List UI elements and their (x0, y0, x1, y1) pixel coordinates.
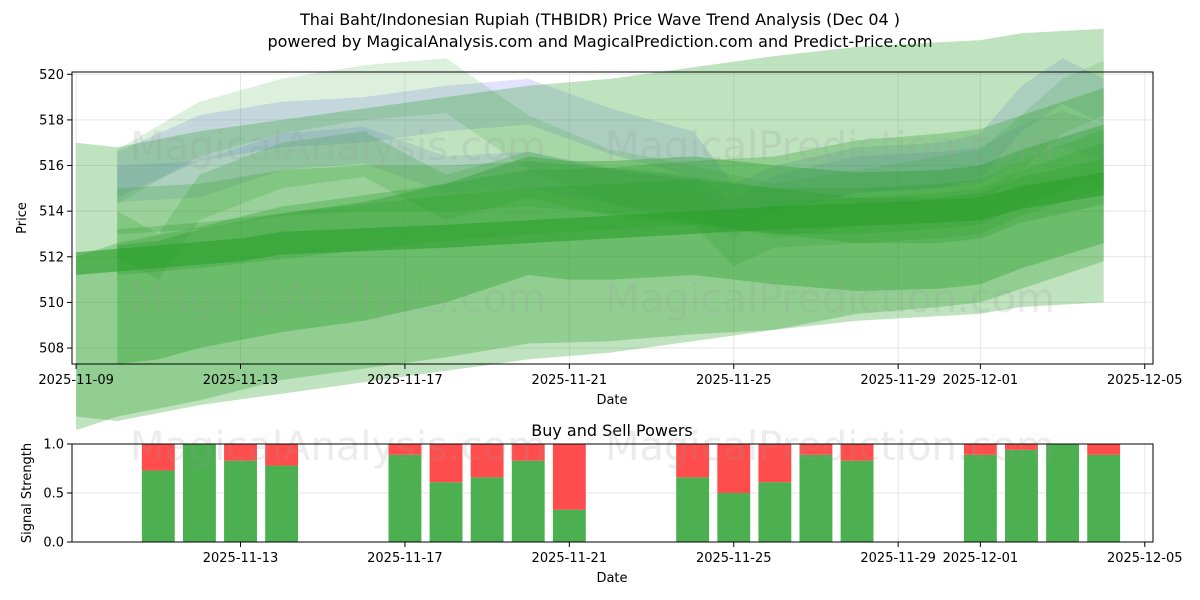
buy-bar (717, 493, 751, 542)
buy-bar (182, 444, 216, 542)
buy-bar (224, 460, 257, 542)
sell-bar (717, 444, 751, 493)
signal-chart-ticks: 2025-11-13 2025-11-17 2025-11-21 2025-11-25… (43, 438, 1182, 567)
buy-bar (141, 470, 175, 542)
signal-y-tick-label: 1.0 (43, 438, 64, 453)
price-chart-frame (71, 71, 1154, 365)
buy-bar (840, 460, 874, 542)
buy-bar (758, 482, 792, 542)
price-wave-band-2 (117, 110, 1104, 239)
buy-bar (552, 509, 586, 542)
price-x-tick-label: 2025-12-05 (1107, 373, 1183, 388)
sell-bar (429, 444, 463, 483)
chart-title-line2: powered by MagicalAnalysis.com and Magic… (267, 32, 932, 51)
signal-x-tick-label: 2025-11-29 (860, 551, 936, 566)
sell-bar (141, 444, 175, 471)
signal-y-axis-label: Signal Strength (20, 443, 35, 543)
price-chart-ticks: 2025-11-09 2025-11-13 2025-11-17 2025-11-21… (38, 68, 1182, 388)
signal-x-tick-label: 2025-12-05 (1107, 551, 1183, 566)
buy-bar (265, 465, 299, 542)
signal-chart-title: Buy and Sell Powers (531, 421, 693, 440)
buy-bar (1005, 449, 1038, 542)
buy-bar (470, 477, 504, 542)
watermark-analysis-mid: MagicalAnalysis.com (130, 276, 546, 322)
sell-bar (224, 444, 257, 461)
sell-bar (963, 444, 997, 455)
sell-bar (470, 444, 504, 478)
sell-bar (840, 444, 874, 461)
price-y-tick-label: 516 (39, 159, 64, 174)
price-wave-bands (76, 28, 1104, 431)
sell-bar (511, 444, 545, 461)
watermark-prediction-top: MagicalPrediction.com (605, 124, 1055, 170)
watermark-prediction-bottom: MagicalPrediction.com (605, 424, 1055, 470)
signal-x-tick-label: 2025-11-17 (367, 551, 443, 566)
signal-y-tick-label: 0.5 (43, 487, 64, 502)
price-y-tick-label: 520 (39, 68, 64, 83)
price-wave-band-3 (117, 58, 1104, 239)
price-wave-band-4 (117, 131, 1104, 280)
sell-bar (758, 444, 792, 483)
price-y-tick-label: 508 (39, 342, 64, 357)
signal-x-tick-label: 2025-12-01 (943, 551, 1019, 566)
buy-bar (799, 454, 833, 542)
price-wave-band-1 (117, 58, 1104, 230)
watermark-prediction-mid: MagicalPrediction.com (605, 276, 1055, 322)
signal-x-tick-label: 2025-11-21 (532, 551, 608, 566)
signal-watermarks: MagicalAnalysis.com MagicalPrediction.co… (130, 424, 1055, 470)
price-y-axis-label: Price (15, 202, 30, 234)
price-watermarks: MagicalAnalysis.com MagicalPrediction.co… (130, 124, 1055, 322)
chart-title-line1: Thai Baht/Indonesian Rupiah (THBIDR) Pri… (299, 10, 900, 29)
price-x-tick-label: 2025-11-21 (532, 373, 608, 388)
buy-bar (963, 454, 997, 542)
buy-bar (1087, 454, 1121, 542)
signal-y-tick-label: 0.0 (43, 536, 64, 551)
sell-bar (1087, 444, 1121, 455)
sell-bar (1005, 444, 1038, 450)
price-x-tick-label: 2025-11-25 (696, 373, 772, 388)
sell-bar (676, 444, 710, 478)
buy-bar (1046, 444, 1080, 542)
price-y-tick-label: 510 (39, 296, 64, 311)
price-x-tick-label: 2025-11-17 (367, 373, 443, 388)
price-wave-band-7 (117, 124, 1104, 364)
price-x-tick-label: 2025-12-01 (943, 373, 1019, 388)
sell-bar (799, 444, 833, 455)
signal-x-tick-label: 2025-11-25 (696, 551, 772, 566)
buy-bar (388, 454, 422, 542)
price-x-tick-label: 2025-11-09 (38, 373, 114, 388)
sell-bar (388, 444, 422, 455)
price-x-axis-label: Date (596, 393, 627, 408)
signal-x-axis-label: Date (596, 571, 627, 586)
signal-x-tick-label: 2025-11-13 (203, 551, 279, 566)
signal-bars (141, 444, 1121, 542)
watermark-analysis-bottom: MagicalAnalysis.com (130, 424, 546, 470)
buy-bar (676, 477, 710, 542)
buy-bar (429, 482, 463, 542)
price-y-tick-label: 514 (39, 205, 64, 220)
price-x-tick-label: 2025-11-29 (860, 373, 936, 388)
sell-bar (552, 444, 586, 510)
price-x-tick-label: 2025-11-13 (203, 373, 279, 388)
watermark-analysis-top: MagicalAnalysis.com (130, 124, 546, 170)
price-wave-band-8 (76, 88, 1104, 431)
price-y-tick-label: 512 (39, 250, 64, 265)
buy-bar (511, 460, 545, 542)
sell-bar (265, 444, 299, 466)
price-wave-band-10 (76, 172, 1104, 275)
price-y-tick-label: 518 (39, 113, 64, 128)
